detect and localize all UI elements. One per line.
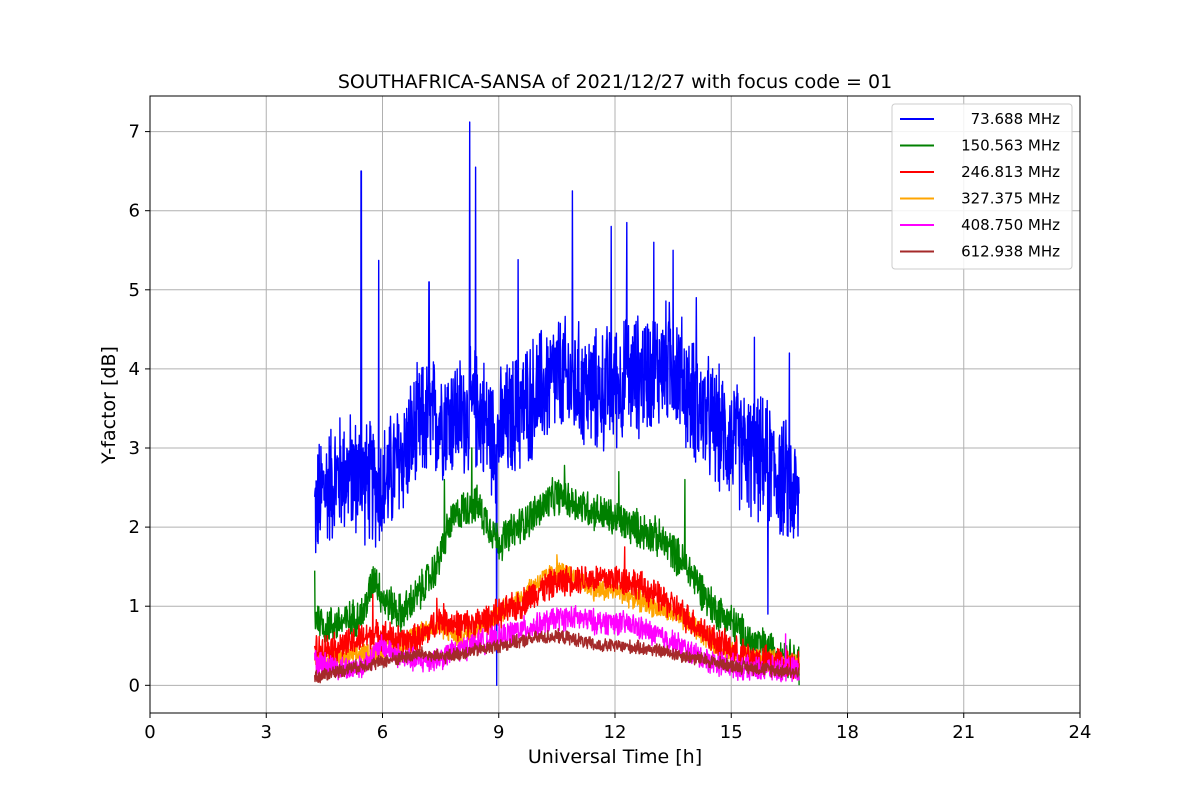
chart-title: SOUTHAFRICA-SANSA of 2021/12/27 with foc… [338, 71, 892, 93]
y-tick-label: 5 [129, 280, 140, 301]
y-tick-label: 6 [129, 201, 140, 222]
y-tick-label: 0 [129, 675, 140, 696]
x-tick-label: 12 [604, 722, 627, 743]
legend-label: 246.813 MHz [961, 163, 1060, 181]
legend-label: 73.688 MHz [971, 110, 1060, 128]
x-tick-label: 3 [261, 722, 272, 743]
y-tick-label: 7 [129, 122, 140, 143]
y-tick-label: 1 [129, 596, 140, 617]
x-tick-label: 21 [952, 722, 975, 743]
x-tick-label: 9 [493, 722, 504, 743]
plot-area [314, 121, 800, 686]
y-tick-label: 2 [129, 517, 140, 538]
legend-label: 327.375 MHz [961, 190, 1060, 208]
series-line-0 [314, 121, 800, 686]
legend-label: 408.750 MHz [961, 216, 1060, 234]
legend-box [891, 103, 1073, 270]
y-axis: 0 1 2 3 4 5 6 7 [129, 122, 150, 696]
y-tick-label: 3 [129, 438, 140, 459]
x-tick-label: 15 [720, 722, 743, 743]
series-line-5 [314, 628, 800, 684]
x-tick-label: 18 [836, 722, 859, 743]
x-tick-label: 24 [1069, 722, 1092, 743]
legend-label: 612.938 MHz [961, 243, 1060, 261]
legend: 73.688 MHz 150.563 MHz 246.813 MHz 327.375 … [891, 103, 1073, 270]
legend-label: 150.563 MHz [961, 137, 1060, 155]
x-tick-label: 0 [144, 722, 155, 743]
x-axis-label: Universal Time [h] [528, 746, 702, 768]
series-line-2 [314, 546, 800, 680]
y-tick-label: 4 [129, 359, 140, 380]
y-axis-label: Y-factor [dB] [98, 346, 120, 465]
series-line-1 [314, 447, 800, 686]
x-tick-label: 6 [377, 722, 388, 743]
x-axis: 0 3 6 9 12 15 18 21 24 [144, 713, 1091, 743]
